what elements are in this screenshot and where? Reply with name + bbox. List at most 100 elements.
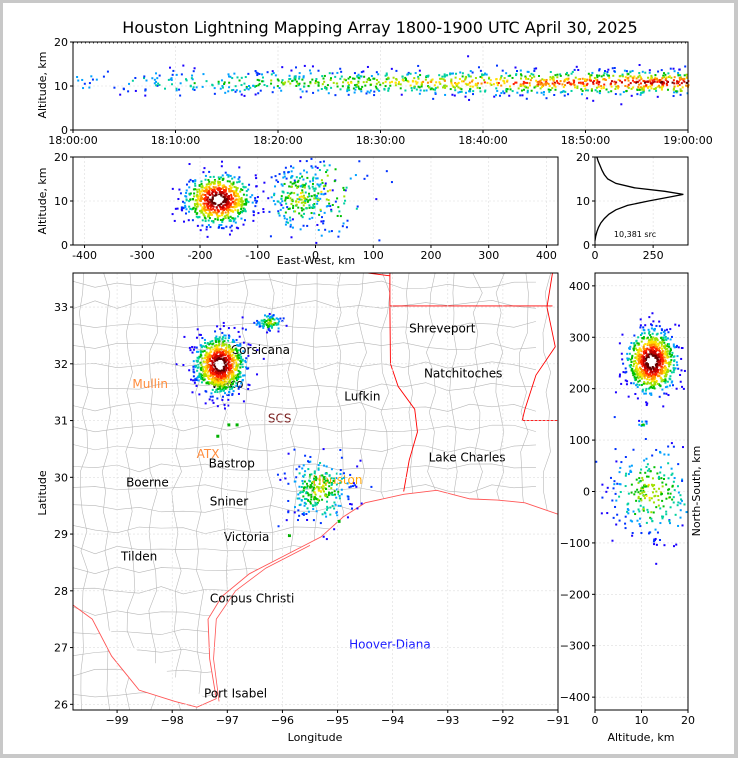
time-altitude-source (542, 84, 545, 87)
north-south-source (653, 346, 656, 349)
time-altitude-source (673, 91, 676, 94)
time-altitude-source (374, 85, 377, 88)
time-altitude-source (541, 85, 544, 88)
east-west-source (278, 214, 281, 217)
map-source (207, 374, 210, 377)
east-west-source (206, 191, 209, 194)
time-altitude-source (471, 79, 474, 82)
time-altitude-source (346, 88, 349, 91)
time-altitude-source (523, 85, 526, 88)
east-west-source (221, 192, 224, 195)
north-south-source (657, 499, 660, 502)
east-west-source (315, 177, 318, 180)
east-west-source (246, 200, 249, 203)
map-source (333, 528, 336, 531)
map-source (237, 330, 240, 333)
time-altitude-source (261, 73, 264, 76)
time-altitude-source (547, 82, 550, 85)
east-west-source (342, 186, 345, 189)
time-altitude-source (566, 71, 569, 74)
east-west-source (319, 208, 322, 211)
map-source (325, 472, 328, 475)
north-south-ytick-label: −300 (560, 640, 590, 653)
north-south-source (640, 383, 643, 386)
time-altitude-source (320, 88, 323, 91)
time-altitude-source (277, 79, 280, 82)
map-source (224, 362, 227, 365)
north-south-source (656, 362, 659, 365)
north-south-source (653, 538, 656, 541)
map-source (224, 346, 227, 349)
north-south-source (642, 361, 645, 364)
time-altitude-source (570, 89, 573, 92)
north-south-source (650, 359, 653, 362)
time-altitude-source (479, 90, 482, 93)
north-south-source (629, 366, 632, 369)
time-altitude-source (77, 79, 80, 82)
east-west-source (191, 179, 194, 182)
map-source (342, 472, 345, 475)
map-source (215, 389, 218, 392)
time-altitude-source (432, 97, 435, 100)
map-source (237, 369, 240, 372)
east-west-source (227, 197, 230, 200)
east-west-source (239, 210, 242, 213)
east-west-source (349, 177, 352, 180)
time-altitude-source (629, 71, 632, 74)
time-altitude-source (536, 84, 539, 87)
north-south-source (614, 391, 617, 394)
map-source (182, 363, 185, 366)
time-altitude-source (662, 72, 665, 75)
east-west-source (247, 188, 250, 191)
map-frame (72, 272, 559, 711)
time-altitude-source (551, 77, 554, 80)
north-south-source (656, 356, 659, 359)
east-west-source (304, 182, 307, 185)
north-south-source (649, 371, 652, 374)
time-altitude-source (193, 88, 196, 91)
time-altitude-source (624, 84, 627, 87)
north-south-source (660, 332, 663, 335)
east-west-source (222, 227, 225, 230)
north-south-xtick-label: 0 (592, 714, 599, 727)
time-altitude-source (301, 90, 304, 93)
time-altitude-source (280, 89, 283, 92)
map-source (203, 375, 206, 378)
north-south-source (616, 513, 619, 516)
map-source (241, 365, 244, 368)
east-west-source (224, 186, 227, 189)
east-west-source (176, 207, 179, 210)
time-altitude-source (660, 69, 663, 72)
time-altitude-source (632, 86, 635, 89)
time-altitude-source (451, 72, 454, 75)
time-altitude-source (211, 83, 214, 86)
map-source (201, 337, 204, 340)
north-south-source (661, 369, 664, 372)
north-south-source (661, 515, 664, 518)
map-source (244, 361, 247, 364)
time-altitude-source (496, 84, 499, 87)
map-source (214, 337, 217, 340)
county-line (73, 424, 537, 433)
east-west-source (215, 206, 218, 209)
map-source (349, 473, 352, 476)
east-west-source (194, 179, 197, 182)
north-south-source (644, 357, 647, 360)
north-south-source (667, 361, 670, 364)
east-west-source (230, 186, 233, 189)
time-altitude-source (609, 83, 612, 86)
map-source (236, 354, 239, 357)
north-south-source (662, 515, 665, 518)
north-south-source (657, 504, 660, 507)
north-south-source (650, 374, 653, 377)
east-west-source (220, 165, 223, 168)
north-south-source (650, 368, 653, 371)
north-south-source (664, 348, 667, 351)
map-source (304, 502, 307, 505)
east-west-source (227, 194, 230, 197)
east-west-source (222, 186, 225, 189)
north-south-source (651, 477, 654, 480)
north-south-ytick-label: 200 (569, 383, 590, 396)
time-altitude-source (678, 83, 681, 86)
east-west-source (320, 234, 323, 237)
